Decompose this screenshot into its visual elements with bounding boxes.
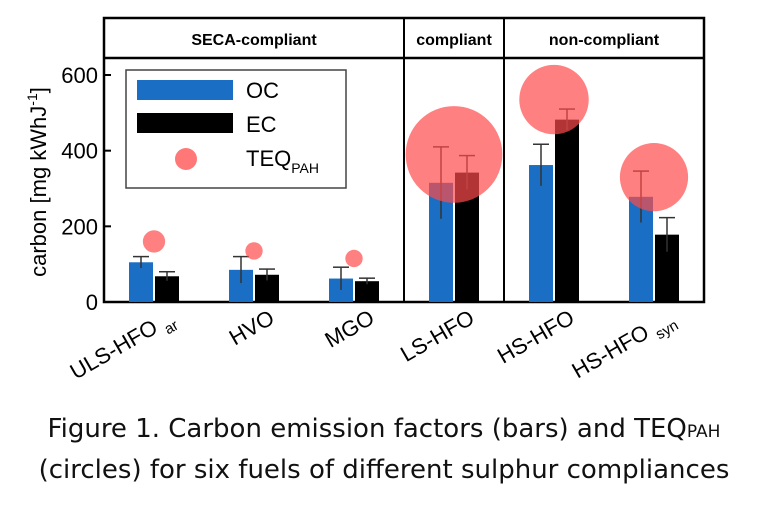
x-tick-label-main: MGO <box>320 305 378 353</box>
teq-circle <box>405 106 503 203</box>
teq-circle <box>142 230 166 253</box>
x-tick-label-main: LS-HFO <box>396 305 478 367</box>
x-tick-label-sub: syn <box>653 317 682 343</box>
caption-line-1: Figure 1. Carbon emission factors (bars)… <box>0 414 768 444</box>
x-tick-label: ULS-HFOar <box>66 305 182 390</box>
y-axis-label-text: carbon [mg kWhJ <box>26 106 51 277</box>
y-axis-label-close: ] <box>26 87 51 93</box>
group-label: non-compliant <box>549 32 660 49</box>
x-tick-label: HS-HFOsyn <box>568 305 682 389</box>
teq-circle <box>619 143 689 212</box>
group-label: SECA-compliant <box>191 32 317 49</box>
legend: OC EC TEQPAH <box>125 69 347 189</box>
legend-label-teq: TEQPAH <box>246 146 319 176</box>
caption-line-2: (circles) for six fuels of different sul… <box>38 455 730 485</box>
bar-ec <box>555 119 579 302</box>
y-axis-label-sup: -1 <box>24 93 40 106</box>
y-axis-label: carbon [mg kWhJ-1] <box>24 87 51 277</box>
legend-swatch-ec <box>137 113 233 133</box>
bar-oc <box>129 262 153 302</box>
y-tick-label: 600 <box>61 63 98 88</box>
legend-swatch-oc <box>137 80 233 100</box>
legend-swatch-teq <box>175 148 197 170</box>
y-tick-label: 0 <box>86 290 98 315</box>
x-tick-label-main: HS-HFO <box>493 305 579 369</box>
bar-oc <box>329 278 353 302</box>
y-tick-label: 400 <box>61 139 98 164</box>
teq-circle <box>245 242 263 260</box>
y-tick-label: 200 <box>61 214 98 239</box>
group-label: compliant <box>416 32 492 49</box>
chart: SECA-compliant compliant non-compliant 0 200… <box>24 16 706 390</box>
x-tick-label: LS-HFO <box>396 305 478 367</box>
caption-subscript: PAH <box>686 422 721 442</box>
caption-text: Figure 1. Carbon emission factors (bars)… <box>47 414 687 444</box>
bar-oc <box>529 165 553 302</box>
teq-circle <box>519 64 589 135</box>
legend-label-ec: EC <box>246 112 277 137</box>
x-tick-label-main: ULS-HFO <box>66 314 162 384</box>
legend-teq-text: TEQ <box>246 146 291 171</box>
x-tick-label-main: HS-HFO <box>568 319 654 383</box>
x-tick-label: HS-HFO <box>493 305 579 369</box>
legend-label-oc: OC <box>246 78 279 103</box>
bar-ec <box>355 281 379 302</box>
teq-circle <box>345 249 363 268</box>
x-tick-label-sub: ar <box>161 317 181 338</box>
x-tick-label: HVO <box>225 305 279 350</box>
x-tick-label: MGO <box>320 305 378 353</box>
x-tick-label-main: HVO <box>225 305 279 350</box>
legend-teq-sub: PAH <box>291 160 319 176</box>
